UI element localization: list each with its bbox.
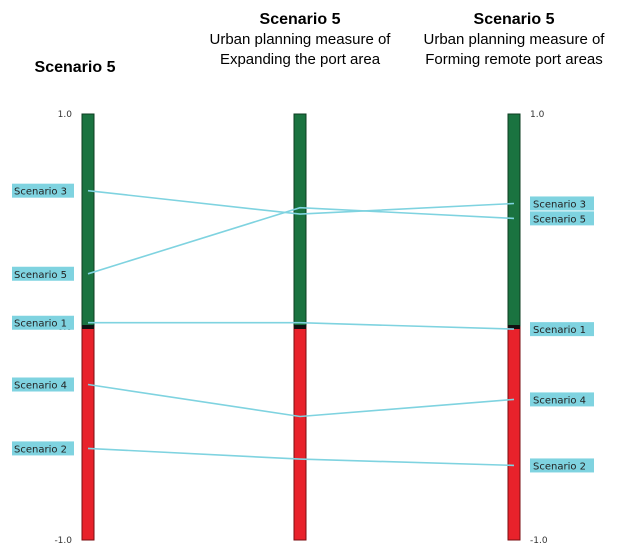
- axis-subtitle-2: Urban planning measure of Expanding the …: [209, 31, 391, 68]
- axis-header-2: Scenario 5 Urban planning measure of Exp…: [200, 10, 400, 70]
- series-label-bg-right-1: [530, 196, 594, 211]
- series-label-bg-right-2: [530, 211, 594, 226]
- axis-header-3: Scenario 5 Urban planning measure of For…: [414, 10, 614, 70]
- series-label-right-5: Scenario 2: [533, 461, 586, 472]
- axis-zero-divider-3: [508, 325, 520, 329]
- axis-zero-divider-1: [82, 325, 94, 329]
- tick-label-right-bottom: -1.0: [530, 536, 548, 546]
- axis-title-1: Scenario 5: [34, 59, 116, 76]
- series-label-bg-left-3: [12, 315, 74, 330]
- series-line-4: [87, 383, 515, 418]
- tick-label-left-top: 1.0: [58, 110, 73, 120]
- axis-subtitle-3: Urban planning measure of Forming remote…: [423, 31, 605, 68]
- series-label-right-3: Scenario 1: [533, 325, 586, 336]
- series-label-bg-right-4: [530, 392, 594, 407]
- series-label-right-4: Scenario 4: [533, 395, 586, 406]
- series-label-bg-left-5: [12, 441, 74, 456]
- series-label-left-2: Scenario 5: [14, 270, 67, 281]
- series-label-left-1: Scenario 3: [14, 187, 67, 198]
- axis-bar-positive-2: [293, 113, 307, 328]
- series-line-3: [88, 321, 515, 330]
- axis-zero-divider-2: [294, 325, 306, 329]
- series-label-left-4: Scenario 4: [14, 381, 67, 392]
- series-label-right-1: Scenario 3: [533, 199, 586, 210]
- series-line-2: [87, 206, 515, 275]
- series-label-left-5: Scenario 2: [14, 444, 67, 455]
- series-line-1: [87, 189, 515, 215]
- series-label-bg-left-1: [12, 183, 74, 198]
- tick-label-right-top: 1.0: [530, 110, 545, 120]
- series-label-bg-right-5: [530, 458, 594, 473]
- axis-bar-negative-3: [507, 326, 521, 541]
- axis-bar-positive-1: [81, 113, 95, 328]
- axis-title-2: Scenario 5: [259, 11, 341, 28]
- axis-header-1: Scenario 5: [10, 58, 140, 78]
- tick-label-left-bottom: -1.0: [54, 536, 72, 546]
- axis-bar-negative-1: [81, 326, 95, 541]
- series-label-bg-left-4: [12, 377, 74, 392]
- series-label-bg-right-3: [530, 322, 594, 337]
- axis-title-3: Scenario 5: [473, 11, 555, 28]
- series-line-5: [87, 447, 515, 467]
- series-label-right-2: Scenario 5: [533, 214, 586, 225]
- series-label-left-3: Scenario 1: [14, 319, 67, 330]
- axis-bar-positive-3: [507, 113, 521, 328]
- series-label-bg-left-2: [12, 266, 74, 281]
- axis-bar-negative-2: [293, 326, 307, 541]
